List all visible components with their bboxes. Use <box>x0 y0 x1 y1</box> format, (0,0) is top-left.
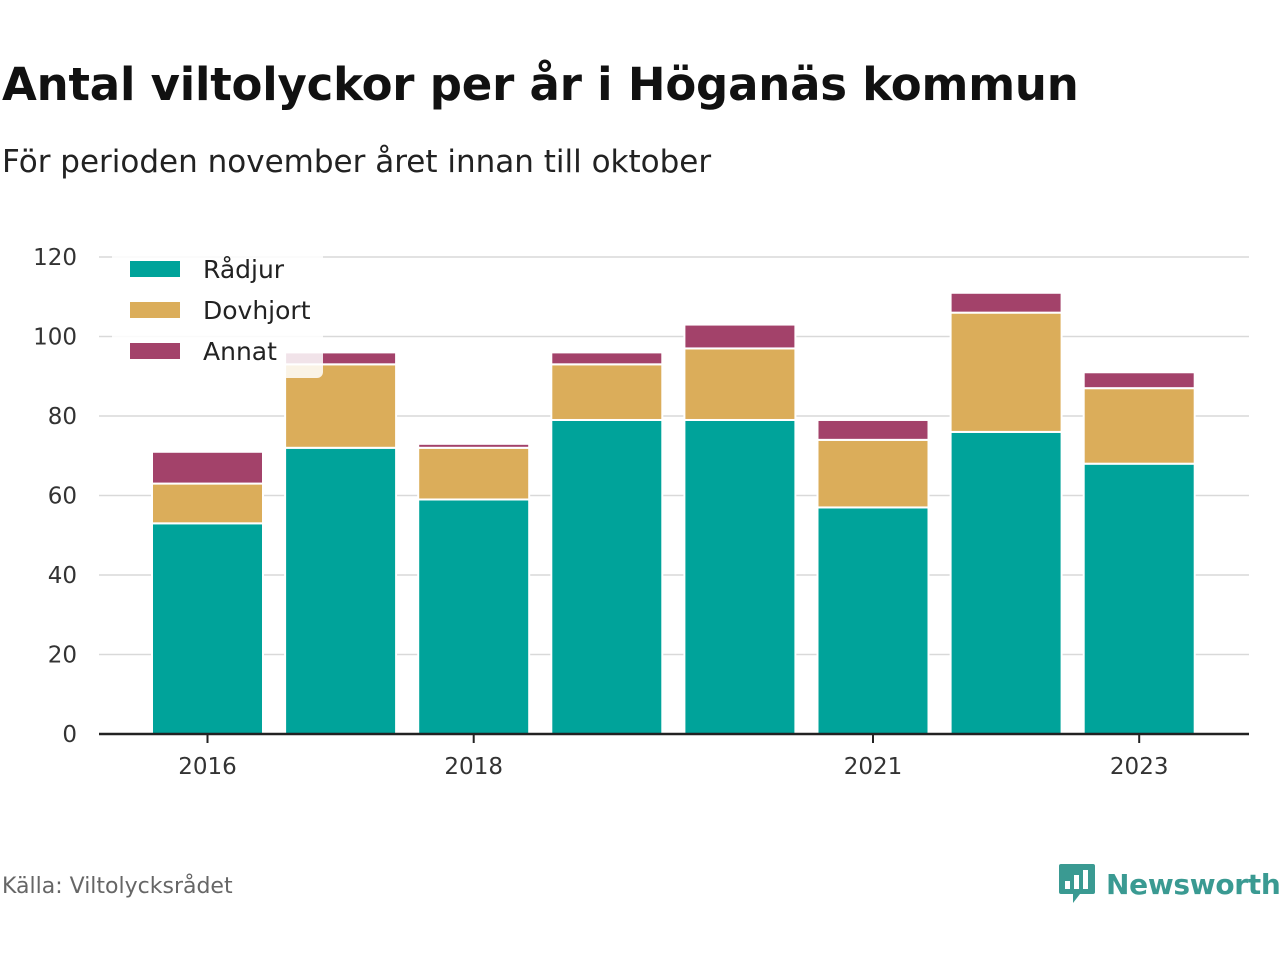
bar-segment-annat-2016 <box>151 450 264 485</box>
y-tick-label: 0 <box>62 722 77 748</box>
bar-segment-annat-2022 <box>949 291 1063 314</box>
x-tick-label: 2023 <box>1110 754 1169 780</box>
chart-title: Antal viltolyckor per år i Höganäs kommu… <box>2 58 1079 111</box>
bar-segment-rådjur-2017 <box>284 446 398 735</box>
bar-segment-dovhjort-2018 <box>417 446 531 501</box>
source-note: Källa: Viltolycksrådet <box>2 874 233 899</box>
y-tick-label: 40 <box>48 563 77 589</box>
bar-segment-dovhjort-2021 <box>816 438 930 509</box>
y-tick-label: 60 <box>48 484 77 510</box>
legend-label-dovhjort: Dovhjort <box>203 296 311 325</box>
legend: Rådjur Dovhjort Annat <box>112 248 323 378</box>
legend-swatch-annat <box>130 343 180 359</box>
bar-segment-annat-2018 <box>417 442 531 449</box>
bar-segment-dovhjort-2016 <box>151 482 264 525</box>
x-tick-label: 2021 <box>844 754 903 780</box>
x-tick-label: 2018 <box>444 754 503 780</box>
bar-segment-annat-2021 <box>816 418 930 441</box>
legend-label-rådjur: Rådjur <box>203 255 285 284</box>
y-tick-label: 20 <box>48 643 77 669</box>
bar-segment-annat-2019 <box>550 351 664 366</box>
bar-segment-dovhjort-2023 <box>1082 387 1196 465</box>
axes: 0 20 40 60 80 100 120 2016 2018 2021 2023 <box>33 245 1249 780</box>
bar-segment-dovhjort-2020 <box>683 347 797 421</box>
bars <box>151 291 1196 736</box>
bar-segment-dovhjort-2017 <box>284 363 398 449</box>
y-tick-label: 80 <box>48 404 77 430</box>
bar-segment-rådjur-2018 <box>417 498 531 735</box>
legend-swatch-rådjur <box>130 261 180 277</box>
chart-subtitle: För perioden november året innan till ok… <box>2 144 712 180</box>
bar-segment-dovhjort-2019 <box>550 363 664 421</box>
bar-chart-speech-bubble-icon <box>1059 864 1095 903</box>
bar-segment-annat-2020 <box>683 323 797 350</box>
y-tick-label: 120 <box>33 245 77 271</box>
bar-segment-dovhjort-2022 <box>949 311 1063 433</box>
bar-segment-rådjur-2019 <box>550 418 664 735</box>
brand-name: Newsworthy <box>1106 867 1280 901</box>
stacked-bar-chart: 0 20 40 60 80 100 120 2016 2018 2021 2023 Rådjur Do… <box>33 245 1249 780</box>
bar-segment-rådjur-2016 <box>151 522 264 736</box>
x-tick-label: 2016 <box>178 754 237 780</box>
y-tick-label: 100 <box>33 325 77 351</box>
bar-segment-rådjur-2021 <box>816 506 930 735</box>
bar-segment-rådjur-2020 <box>683 418 797 735</box>
bar-segment-annat-2023 <box>1082 371 1196 390</box>
bar-segment-rådjur-2023 <box>1082 462 1196 735</box>
brand: Newsworthy <box>1058 862 1280 906</box>
bar-segment-rådjur-2022 <box>949 430 1063 735</box>
legend-swatch-dovhjort <box>130 302 180 318</box>
legend-label-annat: Annat <box>203 337 277 366</box>
